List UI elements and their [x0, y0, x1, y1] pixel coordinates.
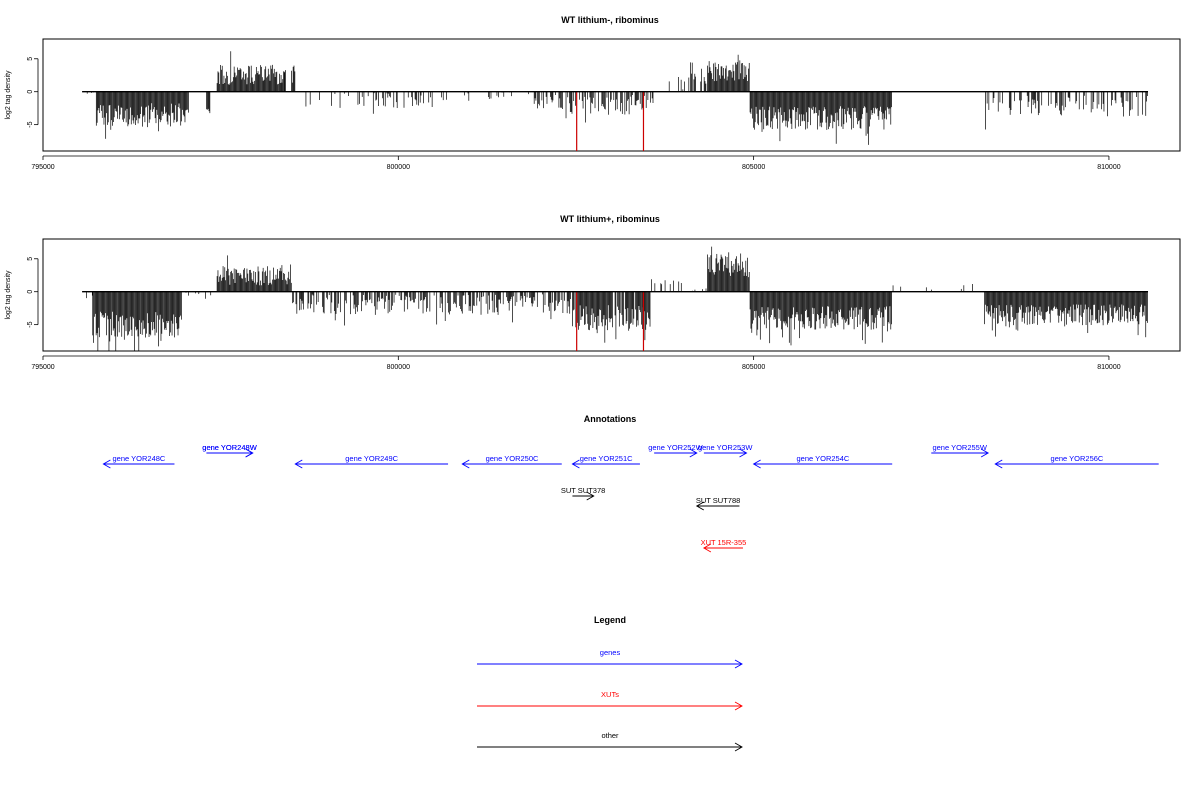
feature-label: XUT 15R-355	[701, 538, 747, 547]
x-tick-label: 795000	[31, 164, 54, 171]
y-tick-label: -5	[27, 121, 34, 127]
feature-label: SUT SUT378	[561, 486, 605, 495]
feature-arrow: XUT 15R-355	[701, 538, 747, 553]
x-tick-label: 805000	[742, 164, 765, 171]
feature-arrow: gene YOR250C	[461, 454, 562, 469]
feature-arrow: SUT SUT378	[561, 486, 605, 501]
y-tick-label: -5	[27, 321, 34, 327]
x-tick-label: 795000	[31, 364, 54, 371]
legend-label: XUTs	[601, 690, 619, 699]
legend-arrow-head	[734, 742, 743, 752]
legend-item: other	[477, 731, 743, 752]
panel-title: WT lithium+, ribominus	[560, 214, 660, 224]
axes: 795000 800000 805000 810000 -5 0 5	[27, 57, 1121, 171]
feature-label: gene YOR254C	[796, 454, 849, 463]
axes: 795000 800000 805000 810000 -5 0 5	[27, 257, 1121, 371]
arrow-head	[245, 448, 254, 458]
x-tick-label: 800000	[387, 164, 410, 171]
y-tick-label: 0	[27, 90, 34, 94]
feature-arrow: gene YOR249C	[294, 454, 449, 469]
feature-label: SUT SUT788	[696, 496, 740, 505]
legend-title: Legend	[594, 615, 626, 625]
legend-label: genes	[600, 648, 621, 657]
x-tick-label: 800000	[387, 364, 410, 371]
arrow-head	[739, 448, 748, 458]
feature-arrow: gene YOR251C	[571, 454, 640, 469]
x-tick-label: 805000	[742, 364, 765, 371]
feature-arrow: gene YOR248C	[102, 454, 175, 469]
feature-arrow: gene YOR256C	[994, 454, 1159, 469]
bar-series	[82, 51, 1149, 151]
track-panel-lithium-minus: WT lithium-, ribominus log2 tag density …	[5, 15, 1181, 171]
legend-item: XUTs	[477, 690, 743, 711]
legend-items: genes XUTs other	[477, 648, 743, 752]
feature-arrow: gene YOR252W	[648, 443, 704, 458]
track-panel-lithium-plus: WT lithium+, ribominus log2 tag density …	[5, 214, 1181, 371]
arrow-head	[294, 459, 303, 469]
y-axis-label: log2 tag density	[5, 270, 12, 320]
y-tick-label: 5	[27, 257, 34, 261]
x-tick-label: 810000	[1097, 364, 1120, 371]
arrow-head	[461, 459, 470, 469]
arrow-head	[994, 459, 1003, 469]
legend-arrow-head	[734, 659, 743, 669]
bar-series	[82, 246, 1149, 351]
x-tick-label: 810000	[1097, 164, 1120, 171]
feature-label: gene YOR249C	[345, 454, 398, 463]
feature-label: gene YOR255W	[932, 443, 987, 452]
feature-arrow: SUT SUT788	[695, 496, 740, 511]
arrow-head	[102, 459, 111, 469]
y-axis-label: log2 tag density	[5, 70, 12, 120]
arrow-head	[689, 448, 698, 458]
feature-label: gene YOR248W	[202, 443, 257, 452]
feature-label: gene YOR248W	[202, 443, 257, 452]
feature-label: gene YOR250C	[486, 454, 539, 463]
legend: Legend genes XUTs other	[477, 615, 743, 752]
arrow-head	[586, 491, 595, 501]
arrow-head	[752, 459, 761, 469]
arrow-head	[980, 448, 990, 458]
y-tick-label: 0	[27, 290, 34, 294]
feature-label: gene YOR256C	[1051, 454, 1104, 463]
feature-label: gene YOR251C	[580, 454, 633, 463]
legend-item: genes	[477, 648, 743, 669]
panel-title: WT lithium-, ribominus	[561, 15, 659, 25]
plot-frame	[42, 38, 1181, 152]
feature-label: gene YOR248C	[113, 454, 166, 463]
feature-arrow: gene YOR248W	[202, 443, 258, 458]
annotations-title: Annotations	[584, 414, 637, 424]
feature-arrow: gene YOR255W	[931, 443, 990, 458]
feature-arrow: gene YOR253W	[698, 443, 753, 458]
annotation-track: Annotations gene YOR248C gene YOR248W gene…	[102, 414, 1159, 553]
feature-label: gene YOR252W	[648, 443, 703, 452]
legend-label: other	[601, 731, 619, 740]
y-tick-label: 5	[27, 57, 34, 61]
arrow-head	[695, 501, 704, 511]
feature-arrow: gene YOR254C	[752, 454, 893, 469]
arrow-head	[702, 543, 712, 553]
arrow-head	[571, 459, 580, 469]
legend-arrow-head	[734, 701, 743, 711]
feature-label: gene YOR253W	[698, 443, 753, 452]
plot-frame	[42, 238, 1181, 352]
